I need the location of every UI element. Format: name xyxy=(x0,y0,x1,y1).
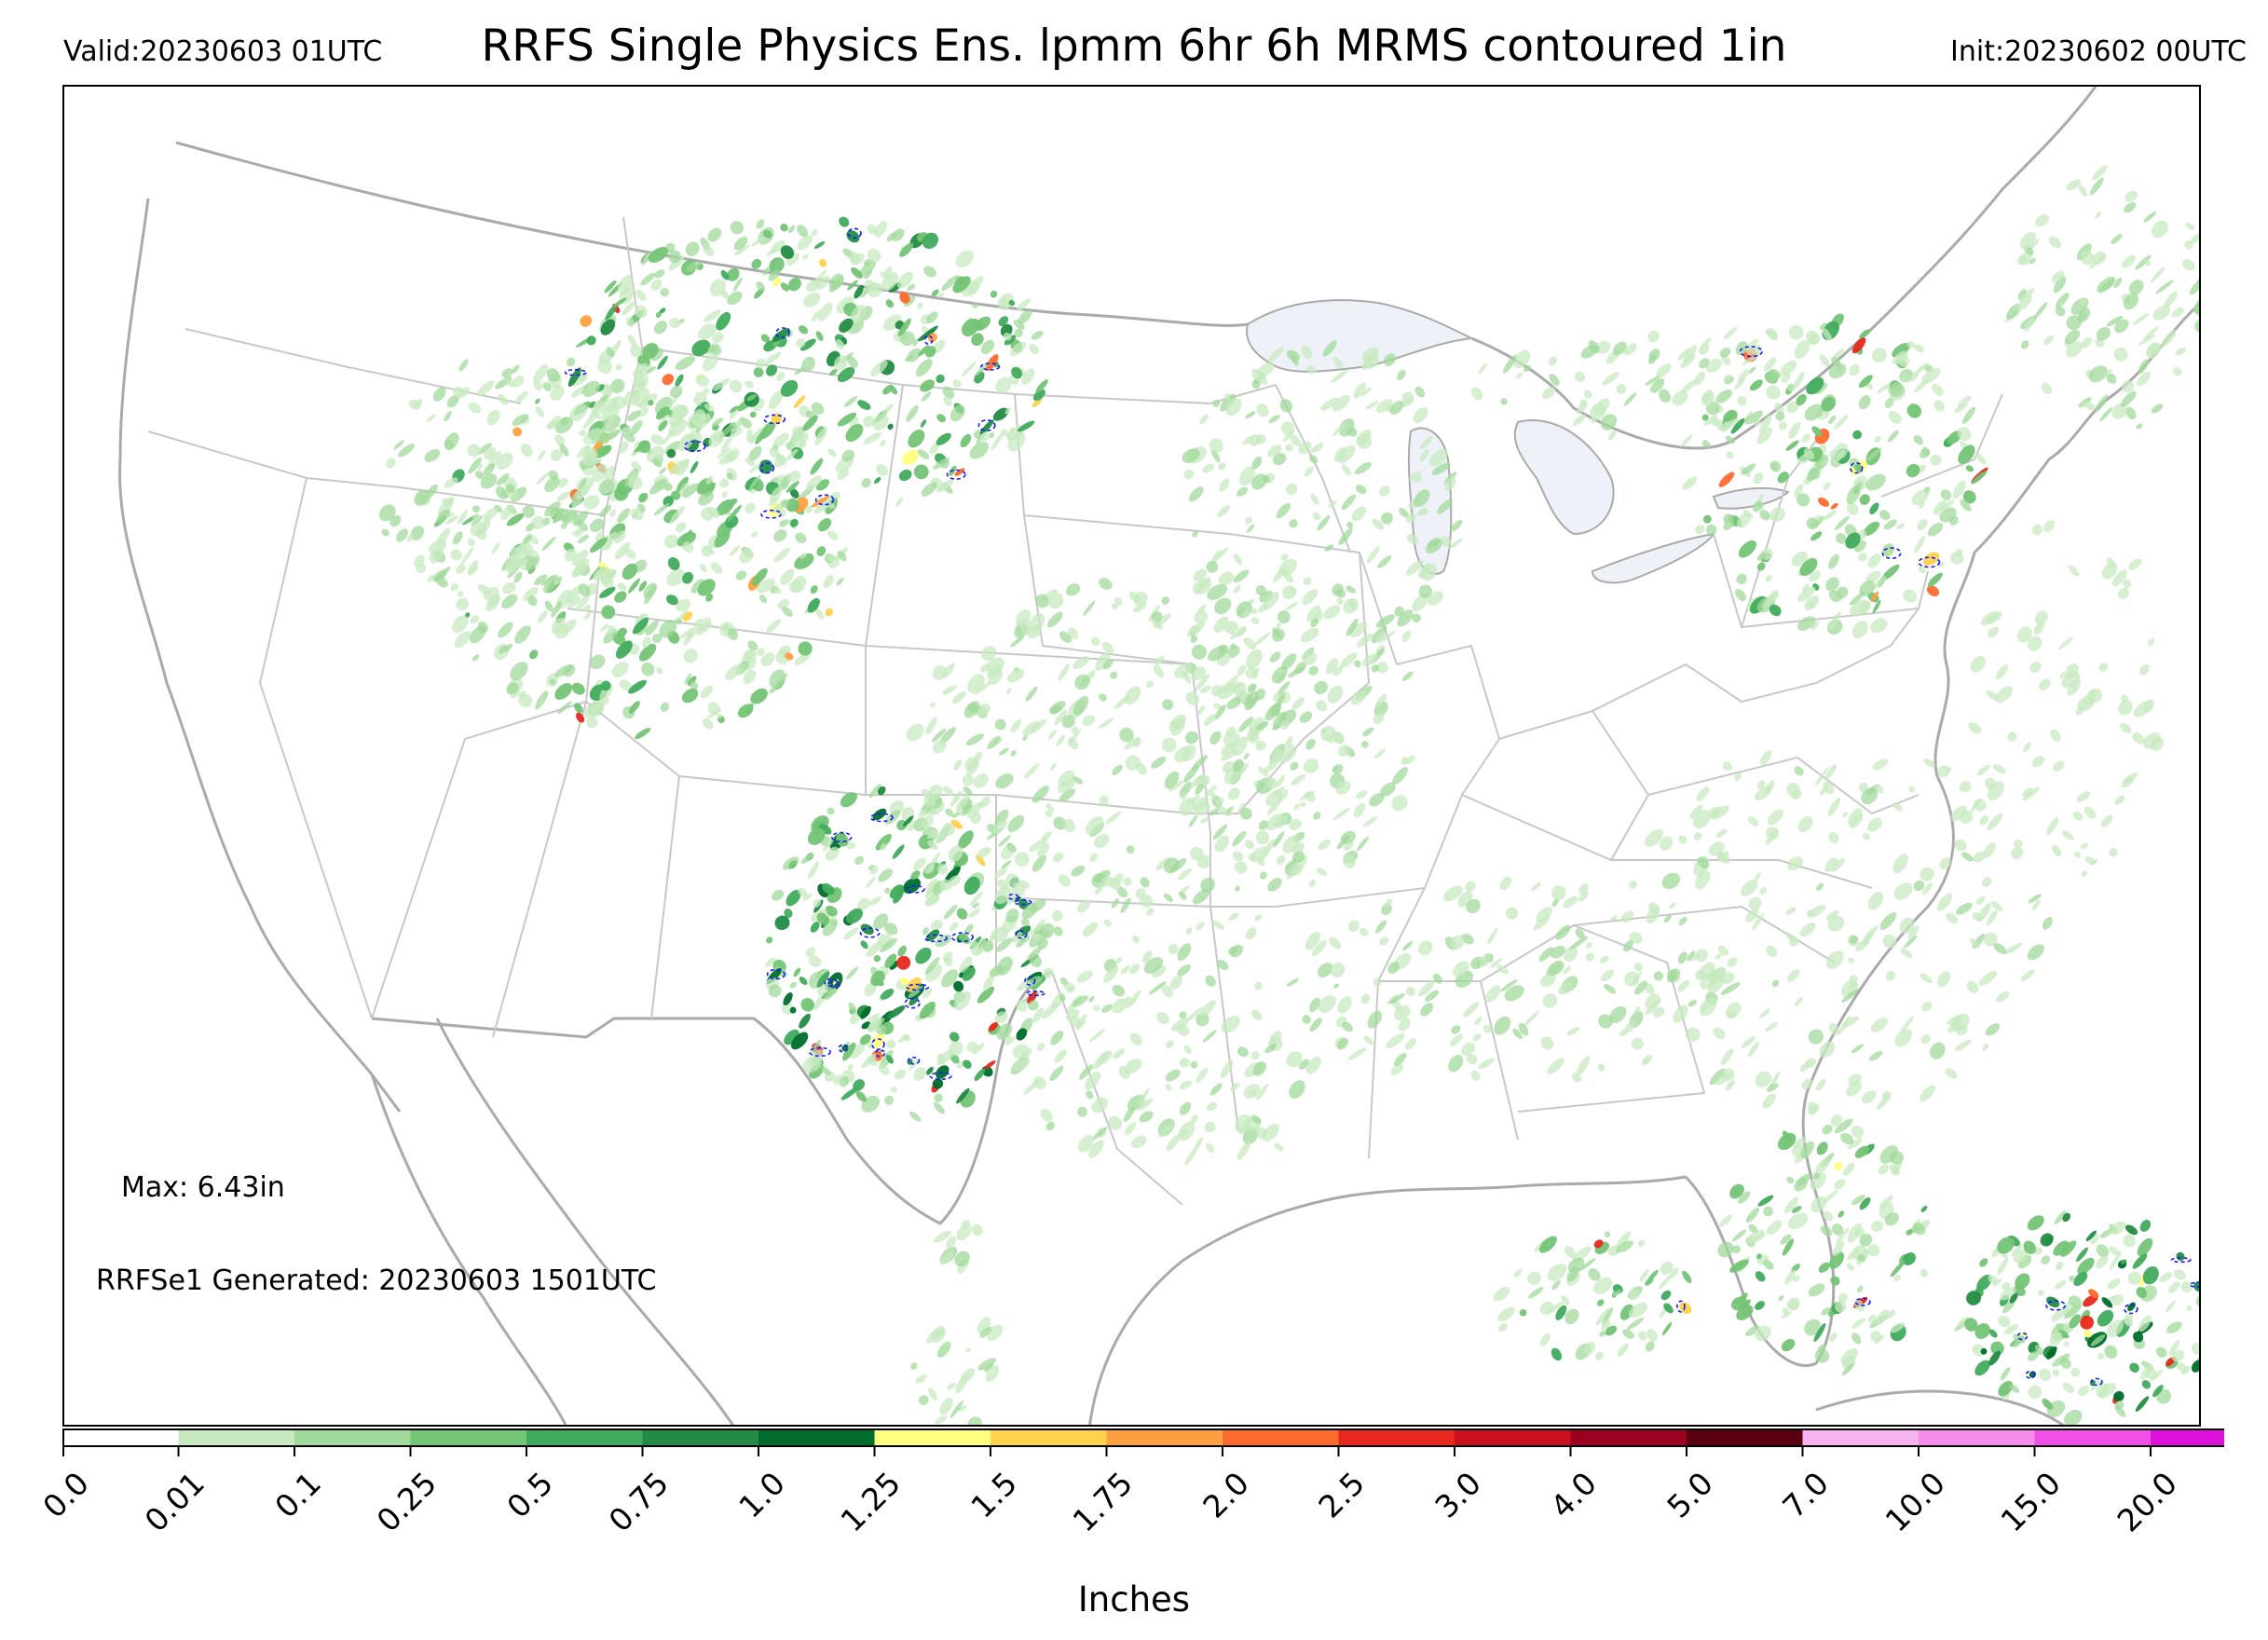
lake-michigan xyxy=(1407,427,1453,576)
colorbar-segment xyxy=(758,1428,875,1447)
colorbar-tick-label: 0.25 xyxy=(369,1465,444,1539)
colorbar-segment xyxy=(2034,1428,2152,1447)
colorbar-tick-label: 20.0 xyxy=(2110,1465,2184,1539)
map-canvas xyxy=(118,87,2199,1425)
valid-time: Valid:20230603 01UTC xyxy=(63,35,383,68)
init-time: Init:20230602 00UTC xyxy=(1950,35,2247,68)
colorbar-segment xyxy=(642,1428,759,1447)
mrms-1in-contours xyxy=(564,227,2199,1387)
colorbar-tick-label: 0.01 xyxy=(137,1465,212,1539)
cuba-outline xyxy=(1815,1389,2065,1425)
generated-label: RRFSe1 Generated: 20230603 1501UTC xyxy=(96,1264,657,1297)
precip-map xyxy=(62,85,2201,1427)
colorbar-tick-label: 2.5 xyxy=(1311,1465,1373,1525)
colorbar-segment xyxy=(1802,1428,1920,1447)
colorbar-segment xyxy=(62,1428,179,1447)
colorbar-tick-label: 1.5 xyxy=(963,1465,1024,1525)
colorbar-segment xyxy=(526,1428,643,1447)
colorbar-tick-label: 1.0 xyxy=(731,1465,792,1525)
colorbar-tick-label: 5.0 xyxy=(1659,1465,1720,1525)
baja-coastline xyxy=(370,1073,567,1425)
colorbar-segment xyxy=(1455,1428,1571,1447)
colorbar-segment xyxy=(1570,1428,1687,1447)
colorbar-segment xyxy=(410,1428,527,1447)
colorbar-tick-label: 1.25 xyxy=(833,1465,909,1539)
colorbar-label: Inches xyxy=(1077,1579,1191,1620)
colorbar-tick-label: 4.0 xyxy=(1543,1465,1605,1525)
plot-title: RRFS Single Physics Ens. lpmm 6hr 6h MRM… xyxy=(481,20,1787,72)
colorbar-segment xyxy=(1919,1428,2035,1447)
lake-huron xyxy=(1513,419,1615,536)
colorbar-segment xyxy=(1106,1428,1223,1447)
colorbar-segment xyxy=(294,1428,411,1447)
colorbar-segment xyxy=(1687,1428,1803,1447)
max-value-label: Max: 6.43in xyxy=(121,1171,285,1204)
mexico-border xyxy=(371,970,1053,1225)
colorbar xyxy=(62,1428,2224,1456)
colorbar-segment xyxy=(991,1428,1107,1447)
colorbar-segment xyxy=(2151,1428,2224,1447)
colorbar-segment xyxy=(1338,1428,1455,1447)
colorbar-tick-label: 1.75 xyxy=(1065,1465,1141,1539)
mexico-west-coast xyxy=(435,1018,735,1425)
colorbar-segment xyxy=(178,1428,295,1447)
colorbar-tick-label: 10.0 xyxy=(1878,1465,1952,1539)
basemap xyxy=(118,87,2199,1425)
colorbar-tick-label: 2.0 xyxy=(1195,1465,1256,1525)
lake-ontario xyxy=(1712,486,1790,510)
precip-field xyxy=(378,165,2199,1425)
colorbar-tick-label: 0.1 xyxy=(266,1465,328,1525)
colorbar-segment xyxy=(1223,1428,1339,1447)
colorbar-tick-label: 15.0 xyxy=(1993,1465,2069,1539)
colorbar-tick-label: 3.0 xyxy=(1427,1465,1488,1525)
colorbar-segment xyxy=(874,1428,991,1447)
west-coastline xyxy=(118,198,402,1113)
colorbar-tick-label: 0.75 xyxy=(601,1465,676,1539)
lake-superior xyxy=(1246,299,1475,373)
colorbar-tick-label: 7.0 xyxy=(1775,1465,1837,1525)
colorbar-tick-label: 0.5 xyxy=(499,1465,560,1525)
lake-erie xyxy=(1591,532,1716,584)
colorbar-tick-label: 0.0 xyxy=(34,1465,96,1525)
